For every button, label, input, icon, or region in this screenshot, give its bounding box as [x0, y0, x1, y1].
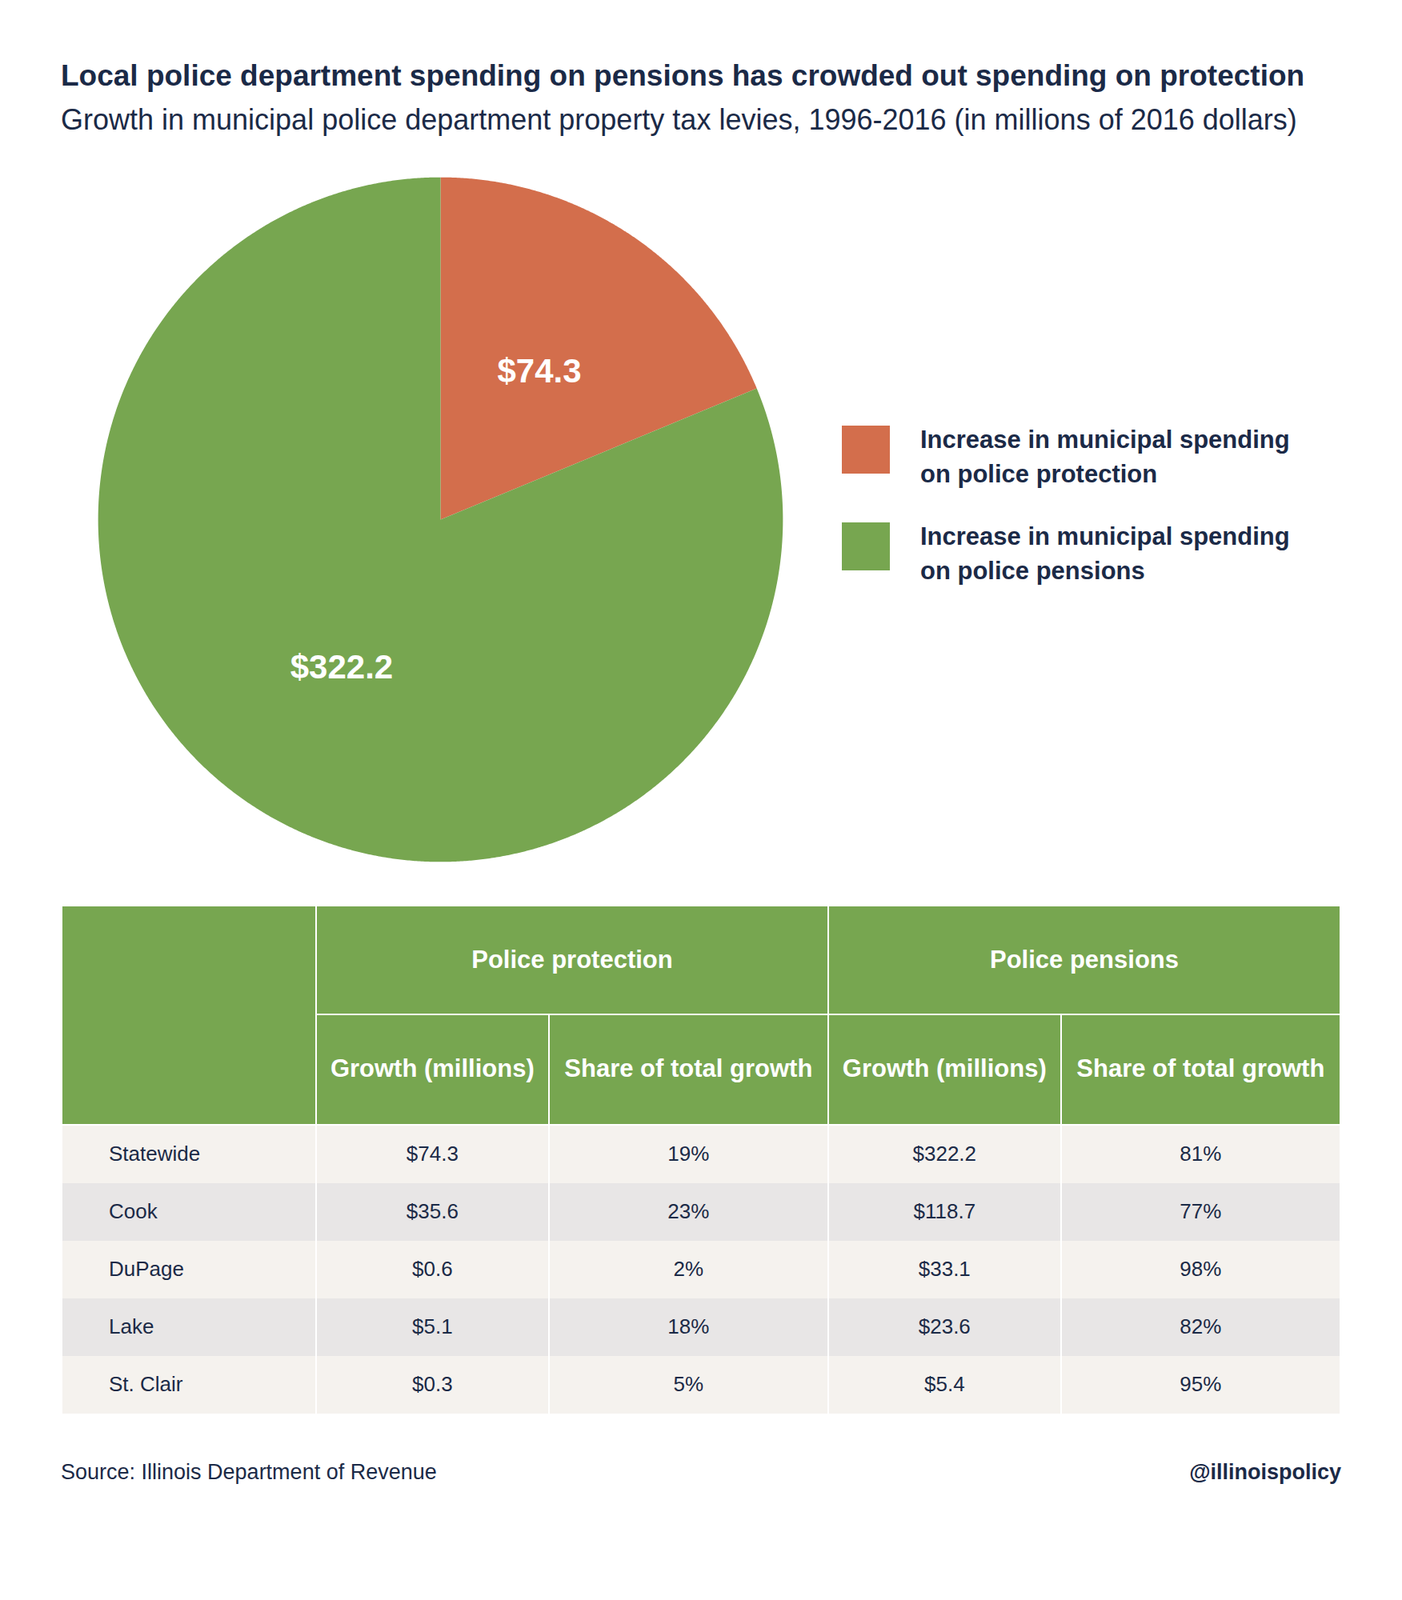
- html-text:77%: 77%: [1179, 1199, 1222, 1224]
- html-text:23%: 23%: [667, 1199, 710, 1224]
- html-text:Cook: Cook: [108, 1199, 158, 1224]
- html-text:Share of total growth: Share of total growth: [1076, 1054, 1325, 1083]
- html-text:$5.4: $5.4: [924, 1372, 965, 1397]
- svg-text:$322.2: $322.2: [290, 648, 393, 686]
- html-text:18%: 18%: [667, 1314, 710, 1339]
- html-text:81%: 81%: [1179, 1141, 1222, 1166]
- html-text:Source: Illinois Department of: Source: Illinois Department of Revenue: [60, 1460, 437, 1485]
- html-text:$322.2: $322.2: [912, 1141, 977, 1166]
- html-text:$33.1: $33.1: [918, 1257, 971, 1282]
- html-text:$0.3: $0.3: [412, 1372, 453, 1397]
- html-text:Police protection: Police protection: [471, 945, 673, 974]
- html-text:95%: 95%: [1179, 1372, 1222, 1397]
- html-text:$35.6: $35.6: [406, 1199, 459, 1224]
- html-text:Lake: Lake: [108, 1314, 154, 1339]
- html-text:19%: 19%: [667, 1141, 710, 1166]
- html-text:2%: 2%: [673, 1257, 704, 1282]
- html-text:Increase in municipal spending: Increase in municipal spending on police…: [920, 425, 1290, 489]
- html-text:Growth in municipal police dep: Growth in municipal police department pr…: [60, 103, 1298, 136]
- html-text:$74.3: $74.3: [406, 1141, 459, 1166]
- html-text:Local police department spendi: Local police department spending on pens…: [60, 59, 1305, 93]
- svg-text:$74.3: $74.3: [496, 351, 581, 389]
- html-text:$0.6: $0.6: [412, 1257, 453, 1282]
- html-text:$5.1: $5.1: [412, 1314, 453, 1339]
- html-text:98%: 98%: [1179, 1257, 1222, 1282]
- html-text:St. Clair: St. Clair: [108, 1372, 183, 1397]
- html-text:$23.6: $23.6: [918, 1314, 971, 1339]
- html-text:DuPage: DuPage: [108, 1257, 185, 1282]
- html-text:82%: 82%: [1179, 1314, 1222, 1339]
- html-text:Increase in municipal spending: Increase in municipal spending on police…: [920, 522, 1290, 585]
- html-text:Growth (millions): Growth (millions): [842, 1054, 1047, 1083]
- html-text:Share of total growth: Share of total growth: [564, 1054, 813, 1083]
- html-text:Police pensions: Police pensions: [989, 945, 1179, 974]
- html-text:Growth (millions): Growth (millions): [330, 1054, 535, 1083]
- html-text:Statewide: Statewide: [108, 1141, 201, 1166]
- html-text:5%: 5%: [673, 1372, 704, 1397]
- html-text:@illinoispolicy: @illinoispolicy: [1189, 1460, 1342, 1485]
- html-text:$118.7: $118.7: [913, 1199, 976, 1224]
